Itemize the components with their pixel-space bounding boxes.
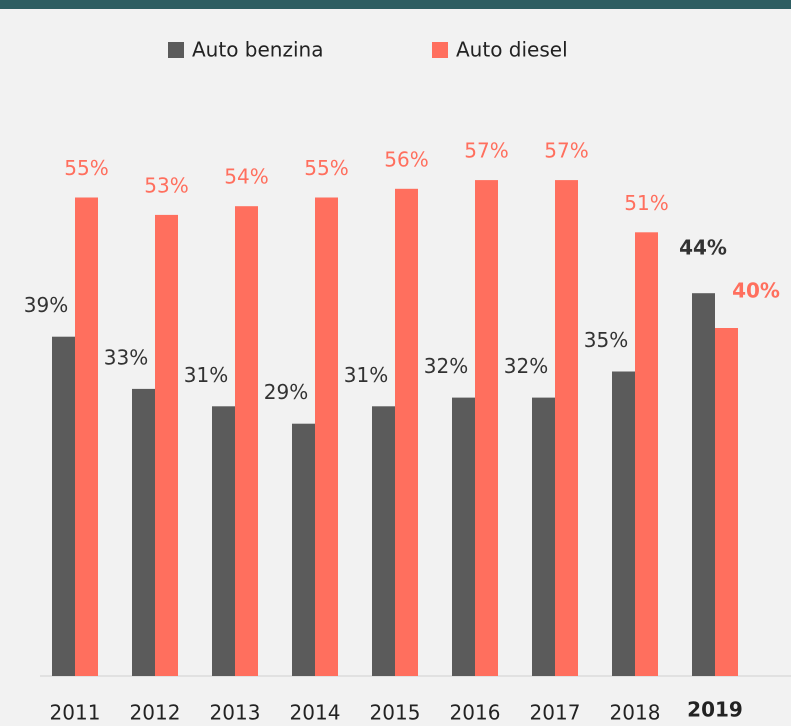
bar	[395, 188, 418, 677]
value-label: 53%	[144, 173, 188, 197]
value-label: 31%	[184, 363, 228, 387]
bar	[75, 197, 98, 676]
value-label: 55%	[64, 156, 108, 180]
bar	[212, 406, 235, 676]
x-tick-label: 2016	[450, 701, 501, 725]
bar	[532, 397, 555, 676]
x-tick-label: 2019	[687, 698, 743, 722]
legend-swatch	[168, 42, 184, 58]
x-tick-label: 2018	[610, 701, 661, 725]
value-label: 35%	[584, 328, 628, 352]
value-label: 29%	[264, 380, 308, 404]
value-label: 32%	[504, 354, 548, 378]
value-label: 57%	[544, 139, 588, 163]
bar	[52, 336, 75, 676]
bar	[132, 388, 155, 676]
bar	[372, 406, 395, 676]
value-label: 44%	[679, 236, 727, 260]
value-label: 33%	[104, 345, 148, 369]
x-tick-label: 2011	[50, 701, 101, 725]
x-tick-label: 2013	[210, 701, 261, 725]
legend-swatch	[432, 42, 448, 58]
value-label: 56%	[384, 147, 428, 171]
bar	[292, 423, 315, 676]
bar	[612, 371, 635, 676]
value-label: 32%	[424, 354, 468, 378]
x-tick-label: 2015	[370, 701, 421, 725]
value-label: 57%	[464, 139, 508, 163]
bar	[555, 180, 578, 676]
top-strip	[0, 0, 791, 9]
bar	[452, 397, 475, 676]
x-tick-label: 2017	[530, 701, 581, 725]
value-label: 54%	[224, 165, 268, 189]
x-tick-label: 2012	[130, 701, 181, 725]
bar	[692, 293, 715, 676]
bar	[715, 328, 738, 676]
value-label: 31%	[344, 363, 388, 387]
bar	[315, 197, 338, 676]
bar	[235, 206, 258, 676]
value-label: 55%	[304, 156, 348, 180]
bar	[635, 232, 658, 677]
value-label: 51%	[624, 191, 668, 215]
x-tick-label: 2014	[290, 701, 341, 725]
value-label: 39%	[24, 293, 68, 317]
legend-label: Auto diesel	[456, 38, 568, 62]
value-label: 40%	[732, 279, 780, 303]
bar	[475, 180, 498, 676]
legend-label: Auto benzina	[192, 38, 323, 62]
bar	[155, 214, 178, 676]
